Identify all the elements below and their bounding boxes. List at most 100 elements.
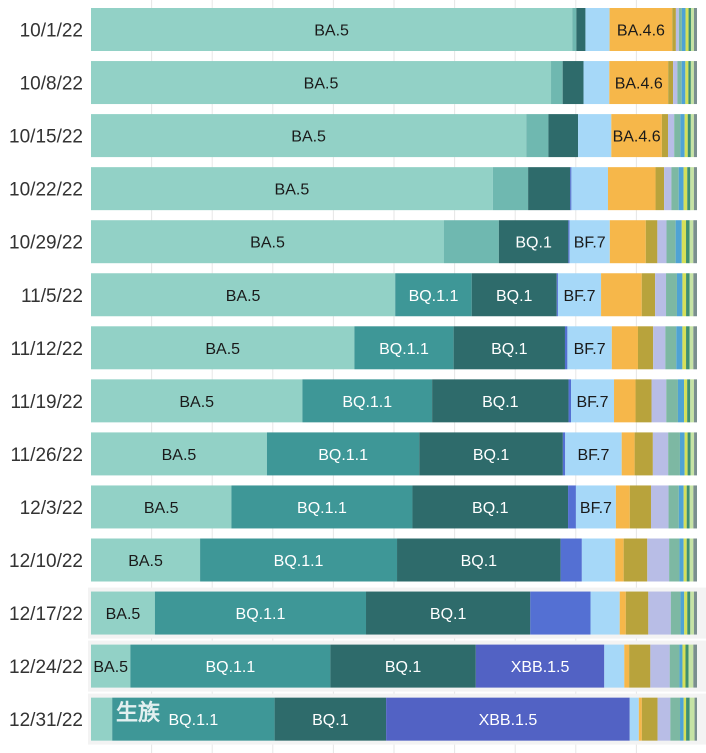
date-label: 12/17/22 [9, 604, 83, 625]
segment-label: BF.7 [577, 447, 609, 464]
bar-segment [330, 644, 476, 688]
bar-segment [681, 8, 686, 51]
bar-segment [661, 114, 669, 158]
segment-label: BQ.1 [430, 606, 467, 623]
bar-segment [609, 220, 646, 264]
segment-label: BA.5 [226, 288, 261, 305]
bar-segment [629, 644, 651, 688]
segment-label: BF.7 [574, 341, 606, 358]
bar-segment [671, 167, 679, 211]
bar-segment [677, 61, 682, 105]
date-label: 10/22/22 [9, 180, 83, 201]
segment-label: BQ.1 [473, 447, 510, 464]
bar-segment [693, 379, 697, 423]
bar-segment [397, 538, 561, 582]
bar-segment [683, 538, 687, 582]
bar-segment [91, 591, 155, 635]
bar-segment [615, 485, 630, 529]
bar-segment [568, 379, 572, 423]
bar-segment [694, 697, 697, 741]
bar-segment [683, 167, 688, 211]
bar-segment [666, 273, 677, 317]
bar-segment [664, 167, 672, 211]
bar-segment [609, 61, 669, 105]
segment-label: BQ.1 [461, 553, 498, 570]
bar-segment [657, 697, 671, 741]
bar-segment [693, 61, 697, 105]
date-label: 10/1/22 [20, 21, 83, 42]
bar-segment [366, 591, 531, 635]
bar-segment [585, 8, 610, 51]
segment-label: BA.5 [179, 394, 214, 411]
bar-segment [687, 167, 691, 211]
bar-segment [91, 167, 493, 211]
segment-label: BF.7 [563, 288, 595, 305]
bar-segment [665, 326, 677, 370]
bar-segment [419, 432, 563, 476]
bar-segment [670, 697, 681, 741]
bar-segment [694, 432, 697, 476]
bar-segment [690, 432, 695, 476]
date-label: 12/3/22 [20, 498, 83, 519]
bar-segment [91, 697, 113, 741]
segment-label: BF.7 [577, 394, 609, 411]
bar-segment [680, 114, 685, 158]
bar-segment [690, 379, 694, 423]
bar-segment [91, 61, 552, 105]
segment-label: XBB.1.5 [511, 659, 570, 676]
bar-segment [91, 432, 267, 476]
bar-segment [635, 379, 652, 423]
bar-segment [693, 273, 697, 317]
bar-segment [91, 326, 355, 370]
bar-segment [581, 538, 616, 582]
bar-segment [690, 114, 694, 158]
bar-segment [693, 538, 697, 582]
bar-segment [676, 326, 683, 370]
bar-segment [528, 167, 571, 211]
bar-segment [576, 8, 586, 51]
bar-segment [607, 167, 656, 211]
bar-segment [682, 326, 687, 370]
bar-segment [601, 273, 642, 317]
bar-segment [641, 697, 658, 741]
bar-segment [679, 432, 685, 476]
bar-segment [568, 485, 576, 529]
bar-segment [675, 220, 682, 264]
bar-segment [625, 591, 649, 635]
bar-segment [686, 485, 690, 529]
bar-segment [432, 379, 569, 423]
bar-segment [623, 538, 648, 582]
segment-label: BA.4.6 [613, 129, 661, 146]
bar-segment [684, 379, 688, 423]
bar-segment [655, 167, 665, 211]
bar-segment [571, 379, 615, 423]
segment-label: BQ.1.1 [236, 606, 286, 623]
bar-segment [684, 591, 688, 635]
bar-segment [91, 114, 527, 158]
bar-segment [690, 167, 694, 211]
watermark: 生族 [116, 700, 161, 726]
bar-segment [302, 379, 433, 423]
bar-segment [682, 644, 686, 688]
bar-segment [683, 485, 687, 529]
bar-segment [609, 8, 673, 51]
bar-segment [551, 61, 563, 105]
bar-segment [91, 485, 232, 529]
bar-segment [231, 485, 413, 529]
bar-segment [685, 644, 689, 688]
bar-segment [624, 644, 630, 688]
bar-segment [681, 61, 686, 105]
bar-segment [689, 697, 695, 741]
bar-segment [689, 273, 694, 317]
segment-label: BQ.1.1 [409, 288, 459, 305]
bar-segment [629, 485, 651, 529]
bar-segment [685, 8, 689, 51]
bar-segment [629, 697, 639, 741]
bar-segment [498, 220, 569, 264]
bar-segment [679, 644, 683, 688]
bar-segment [686, 697, 690, 741]
bar-segment [693, 8, 697, 51]
bar-segment [668, 432, 680, 476]
bar-segment [686, 220, 690, 264]
bar-segment [526, 114, 549, 158]
